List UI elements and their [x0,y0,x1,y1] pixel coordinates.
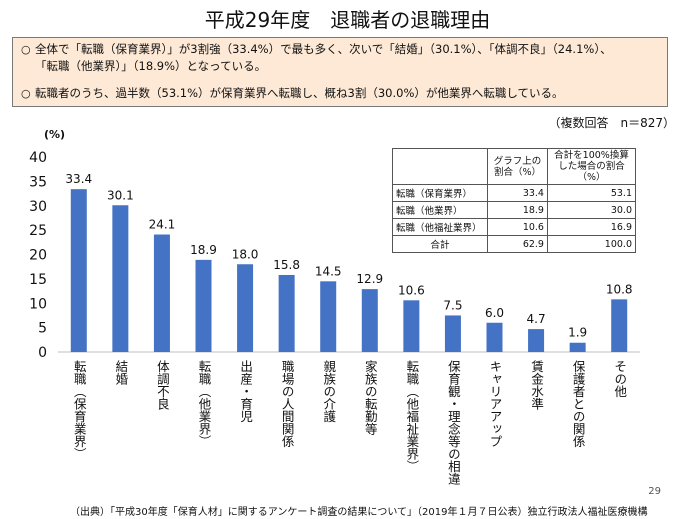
y-tick-label: 40 [29,150,47,166]
x-category-label: その他 [612,360,628,398]
x-category-label: キャリアアップ [487,360,503,448]
bar [278,274,295,352]
sample-note: （複数回答 n＝827） [548,116,675,130]
y-tick-label: 10 [29,296,47,312]
bar [361,289,378,352]
bar [444,315,461,352]
ratio-row-label: 転職（他業界） [392,201,488,219]
y-tick-label: 35 [29,174,47,190]
bar [486,322,503,352]
summary-line-2: 「転職（他業界）」（18.9%）となっている。 [35,59,267,73]
bar [528,329,545,352]
ratio-row-normalized: 53.1 [546,184,637,202]
y-tick-label: 25 [29,223,47,239]
summary-bullet-2: ○ [21,87,31,100]
summary-box: ○ 全体で「転職（保育業界）」が3割強（33.4%）で最も多く、次いで「結婚」（… [12,37,668,107]
ratio-table-header: グラフ上の割合（%） 合計を100%換算した場合の割合（%） [392,148,637,185]
bar-value-label: 10.8 [606,282,633,296]
ratio-table-header-blank [392,148,488,185]
y-axis-unit: (%) [44,128,66,141]
x-category-label: 職場の人間関係 [279,360,295,448]
bar [320,281,337,352]
ratio-table-header-normalized: 合計を100%換算した場合の割合（%） [546,148,637,185]
x-category-label: 転職（他福祉業界） [404,360,420,473]
bar [195,259,212,352]
ratio-table-row: 転職（他業界） 18.9 30.0 [392,201,637,219]
bar-value-label: 7.5 [443,298,462,312]
ratio-table-total-row: 合計 62.9 100.0 [392,235,637,253]
y-tick-label: 5 [38,321,47,337]
ratio-row-graph: 33.4 [487,184,548,202]
ratio-table: グラフ上の割合（%） 合計を100%換算した場合の割合（%） 転職（保育業界） … [392,148,637,253]
bar-series [70,189,628,352]
bar [403,300,420,352]
y-tick-label: 15 [29,272,47,288]
ratio-row-normalized: 30.0 [546,201,637,219]
summary-line-3: 転職者のうち、過半数（53.1%）が保育業界へ転職し、概ね3割（30.0%）が他… [35,86,564,100]
ratio-table-header-graph: グラフ上の割合（%） [487,148,548,185]
x-category-label: 出産・育児 [238,360,254,423]
y-tick-label: 0 [38,345,47,361]
ratio-table-row: 転職（他福祉業界） 10.6 16.9 [392,218,637,236]
y-tick-label: 20 [29,248,47,264]
bar [112,205,129,352]
ratio-row-graph: 62.9 [487,235,548,253]
ratio-row-label: 転職（保育業界） [392,184,488,202]
page-title: 平成29年度 退職者の退職理由 [204,8,491,32]
page-number: 29 [648,486,661,497]
bar [569,342,586,352]
source-citation: （出典）「平成30年度「保育人材」に関するアンケート調査の結果について」（201… [70,507,648,518]
bar [237,264,254,352]
bar [153,234,170,352]
bar-value-label: 15.8 [273,258,300,272]
bar-value-label: 30.1 [107,188,134,202]
bar-value-label: 10.6 [398,283,425,297]
ratio-row-graph: 18.9 [487,201,548,219]
bar-value-label: 1.9 [568,326,587,340]
bar-value-label: 24.1 [149,218,176,232]
x-category-label: 保護者との関係 [570,360,586,448]
x-category-label: 保育観・理念等の相違 [445,360,461,485]
x-category-label: 親族の介護 [321,360,337,423]
value-labels: 33.4 30.1 24.1 18.9 18.0 15.8 14.5 12.9 10.6 7.5 6… [65,172,632,340]
bar-value-label: 6.0 [485,306,504,320]
ratio-table-row: 転職（保育業界） 33.4 53.1 [392,184,637,202]
bar-value-label: 14.5 [315,264,342,278]
ratio-row-label: 合計 [392,235,488,253]
y-tick-label: 30 [29,199,47,215]
x-category-label: 転職（保育業界） [71,360,87,460]
x-category-label: 転職（他業界） [196,360,212,448]
x-category-label: 賃金水準 [529,360,545,410]
ratio-row-normalized: 16.9 [546,218,637,236]
summary-bullet-1: ○ [21,43,31,56]
x-category-label: 結婚 [113,360,129,385]
bar-value-label: 12.9 [356,272,383,286]
ratio-row-label: 転職（他福祉業界） [392,218,488,236]
bar-value-label: 4.7 [527,312,546,326]
bar-value-label: 18.0 [232,247,259,261]
ratio-row-graph: 10.6 [487,218,548,236]
bar [70,189,87,352]
summary-line-1: 全体で「転職（保育業界）」が3割強（33.4%）で最も多く、次いで「結婚」（30… [35,42,612,56]
ratio-row-normalized: 100.0 [546,235,637,253]
x-category-label: 家族の転勤等 [362,360,378,435]
bar [611,299,628,352]
x-category-label: 体調不良 [154,360,170,410]
bar-value-label: 33.4 [65,172,92,186]
bar-value-label: 18.9 [190,243,217,257]
